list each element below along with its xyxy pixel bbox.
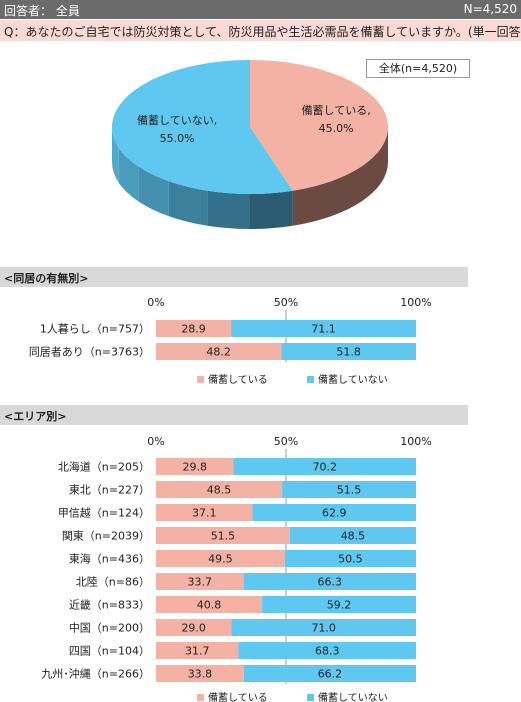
question-bar: Q：あなたのご自宅では防災対策として、防災用品や生活必需品を備蓄していますか。(… xyxy=(0,20,521,41)
area-legend-not-stocked: 備蓄していない xyxy=(318,691,388,702)
area-bar-stocked xyxy=(156,619,232,636)
area-value-stocked: 29.0 xyxy=(181,622,206,635)
household-tick-label: 50% xyxy=(274,296,298,309)
pie-pct-not-stocked: 55.0% xyxy=(160,132,195,145)
area-value-not-stocked: 66.3 xyxy=(318,576,343,589)
area-bar-stocked xyxy=(156,458,234,475)
area-value-not-stocked: 50.5 xyxy=(338,553,363,566)
household-legend-stocked: 備蓄している xyxy=(208,373,268,386)
area-bar-stocked xyxy=(156,481,283,498)
household-bar-stocked xyxy=(156,343,282,360)
area-category-label: 甲信越（n=124） xyxy=(58,506,150,520)
area-category-label: 北陸（n=86） xyxy=(76,576,150,589)
area-bar-stocked xyxy=(156,665,244,682)
pie-wall-not-stocked-segment xyxy=(250,190,293,229)
household-category-label: 同居者あり（n=3763） xyxy=(29,346,150,359)
section-area: <エリア別> xyxy=(0,405,468,425)
section-household: <同居の有無別> xyxy=(0,267,468,287)
area-bar-not-stocked xyxy=(238,642,416,659)
pie-pct-stocked: 45.0% xyxy=(319,122,354,135)
area-tick-label: 100% xyxy=(400,435,431,448)
pie-total-label: 全体(n=4,520) xyxy=(366,59,470,78)
area-bar-not-stocked xyxy=(243,573,416,590)
household-value-not-stocked: 71.1 xyxy=(311,323,336,336)
area-value-stocked: 33.7 xyxy=(188,576,213,589)
household-value-stocked: 28.9 xyxy=(181,323,206,336)
area-value-stocked: 29.8 xyxy=(182,461,207,474)
pie-slice-not-stocked xyxy=(111,60,293,194)
header-bar: 回答者： 全員 N=4,520 xyxy=(0,0,521,19)
area-bar-stocked xyxy=(156,573,244,590)
section-area-title: <エリア別> xyxy=(4,410,67,423)
pie-wall-not-stocked-segment xyxy=(118,147,139,202)
area-tick-label: 0% xyxy=(147,435,164,448)
area-bar-not-stocked xyxy=(282,481,416,498)
household-tick-label: 100% xyxy=(400,296,431,309)
household-legend-not-stocked: 備蓄していない xyxy=(318,373,388,386)
area-value-not-stocked: 51.5 xyxy=(337,484,362,497)
area-bar-stocked xyxy=(156,550,285,567)
pie-wall-not-stocked-segment xyxy=(112,127,119,183)
area-value-stocked: 31.7 xyxy=(185,645,210,658)
area-bar-not-stocked xyxy=(243,665,416,682)
household-value-stocked: 48.2 xyxy=(206,346,231,359)
respondents-label: 回答者： 全員 xyxy=(4,4,80,18)
area-bar-stocked xyxy=(156,642,239,659)
pie-label-stocked: 備蓄している, xyxy=(302,104,371,117)
area-bar-stocked xyxy=(156,504,253,521)
area-value-stocked: 49.5 xyxy=(208,553,233,566)
area-category-label: 関東（n=2039） xyxy=(62,530,150,543)
area-bar-not-stocked xyxy=(252,504,416,521)
area-legend-swatch-stocked xyxy=(197,694,204,701)
area-legend-swatch-not-stocked xyxy=(307,694,314,701)
household-bar-stocked xyxy=(156,320,232,337)
household-bar-not-stocked xyxy=(231,320,416,337)
question-text: Q：あなたのご自宅では防災対策として、防災用品や生活必需品を備蓄していますか。(… xyxy=(4,25,521,39)
area-tick-label: 50% xyxy=(274,435,298,448)
area-value-stocked: 33.8 xyxy=(188,668,213,681)
area-value-not-stocked: 68.3 xyxy=(315,645,340,658)
area-bar-not-stocked xyxy=(289,527,416,544)
area-value-stocked: 37.1 xyxy=(192,507,217,520)
pie-wall-not-stocked-segment xyxy=(138,166,169,217)
area-value-not-stocked: 66.2 xyxy=(318,668,343,681)
household-category-label: 1人暮らし（n=757） xyxy=(40,322,150,336)
household-value-not-stocked: 51.8 xyxy=(336,346,361,359)
area-category-label: 近畿（n=833） xyxy=(69,598,150,612)
household-tick-label: 0% xyxy=(147,296,164,309)
pie-slice-stocked xyxy=(250,60,388,191)
area-bar-not-stocked xyxy=(231,619,416,636)
sample-size-label: N=4,520 xyxy=(463,2,517,16)
area-category-label: 北海道（n=205） xyxy=(58,460,150,474)
area-bar-not-stocked xyxy=(233,458,416,475)
pie-label-not-stocked: 備蓄していない, xyxy=(137,114,217,127)
area-bar-stocked xyxy=(156,596,263,613)
household-legend-swatch-stocked xyxy=(197,376,204,383)
area-value-stocked: 51.5 xyxy=(211,530,236,543)
area-category-label: 九州･沖縄（n=266） xyxy=(41,667,150,681)
area-bar-stocked xyxy=(156,527,290,544)
area-bar-not-stocked xyxy=(262,596,416,613)
area-category-label: 四国（n=104） xyxy=(69,645,150,658)
household-bar-not-stocked xyxy=(281,343,416,360)
section-household-title: <同居の有無別> xyxy=(4,272,89,285)
pie-wall-stocked xyxy=(292,127,388,226)
area-category-label: 中国（n=200） xyxy=(69,622,150,635)
pie-wall-not-stocked-segment xyxy=(168,181,208,226)
area-value-not-stocked: 62.9 xyxy=(322,507,347,520)
area-value-not-stocked: 48.5 xyxy=(341,530,366,543)
area-legend-stocked: 備蓄している xyxy=(208,691,268,702)
area-value-not-stocked: 70.2 xyxy=(312,461,337,474)
pie-wall-not-stocked-segment xyxy=(207,190,250,229)
area-value-stocked: 40.8 xyxy=(197,599,222,612)
area-bar-not-stocked xyxy=(284,550,416,567)
area-value-not-stocked: 71.0 xyxy=(311,622,336,635)
area-value-stocked: 48.5 xyxy=(207,484,232,497)
area-category-label: 東海（n=436） xyxy=(69,552,150,566)
household-legend-swatch-not-stocked xyxy=(307,376,314,383)
area-value-not-stocked: 59.2 xyxy=(327,599,352,612)
area-category-label: 東北（n=227） xyxy=(69,484,150,497)
